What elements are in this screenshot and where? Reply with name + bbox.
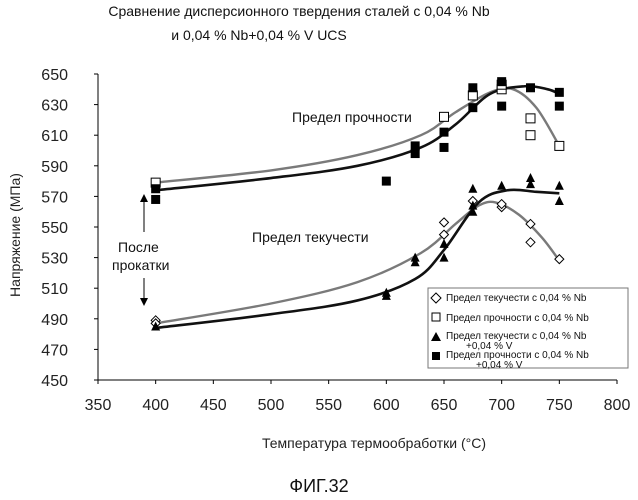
point-yield-nbv <box>440 239 449 248</box>
point-yield-nbv <box>468 184 477 193</box>
x-tick-label: 400 <box>142 397 169 414</box>
x-tick-label: 350 <box>85 397 112 414</box>
legend-label-tensile-nb: Предел прочности с 0,04 % Nb <box>446 313 589 324</box>
figure-caption: ФИГ.32 <box>0 476 638 497</box>
legend-marker-square-open <box>432 313 440 321</box>
point-tensile-nbv <box>497 102 506 111</box>
y-axis-label: Напряжение (МПа) <box>7 173 23 297</box>
y-tick-label: 590 <box>41 159 68 176</box>
y-tick-label: 510 <box>41 281 68 298</box>
x-tick-label: 650 <box>431 397 458 414</box>
point-tensile-nbv <box>440 143 449 152</box>
legend-label-yield-nb: Предел текучести с 0,04 % Nb <box>446 293 587 304</box>
point-tensile-nb <box>526 131 535 140</box>
point-tensile-nbv <box>555 102 564 111</box>
y-tick-label: 610 <box>41 128 68 145</box>
y-tick-label: 490 <box>41 312 68 329</box>
x-tick-label: 450 <box>200 397 227 414</box>
y-tick-label: 550 <box>41 220 68 237</box>
annotation-after-rolling-1: После <box>118 239 159 255</box>
point-tensile-nb <box>555 141 564 150</box>
x-axis-label: Температура термообработки (°C) <box>262 435 486 451</box>
y-tick-label: 450 <box>41 373 68 390</box>
x-tick-label: 750 <box>546 397 573 414</box>
point-tensile-nbv <box>526 83 535 92</box>
legend-marker-square-filled <box>432 352 440 360</box>
x-tick-label: 800 <box>604 397 631 414</box>
point-tensile-nbv <box>468 83 477 92</box>
legend: Предел текучести с 0,04 % Nb Предел проч… <box>428 288 628 371</box>
point-tensile-nbv <box>382 177 391 186</box>
x-tick-label: 550 <box>315 397 342 414</box>
y-tick-label: 630 <box>41 98 68 115</box>
point-tensile-nbv <box>440 128 449 137</box>
point-yield-nbv <box>555 181 564 190</box>
annotation-tensile: Предел прочности <box>292 109 412 125</box>
point-yield-nbv <box>555 196 564 205</box>
point-tensile-nb <box>440 112 449 121</box>
point-tensile-nbv <box>468 103 477 112</box>
y-tick-label: 570 <box>41 189 68 206</box>
point-tensile-nbv <box>411 149 420 158</box>
point-yield-nb <box>526 238 535 247</box>
y-tick-label: 650 <box>41 67 68 84</box>
point-tensile-nbv <box>151 184 160 193</box>
chart-canvas: 450 470 490 510 530 550 570 590 610 630 650 350 400 4… <box>0 0 638 470</box>
point-yield-nb <box>440 218 449 227</box>
legend-label-tensile-nbv-2: +0,04 % V <box>476 360 523 371</box>
point-tensile-nbv <box>555 88 564 97</box>
point-tensile-nbv <box>151 195 160 204</box>
annotation-yield: Предел текучести <box>252 229 369 245</box>
point-tensile-nb <box>526 114 535 123</box>
y-tick-label: 530 <box>41 251 68 268</box>
annotation-after-rolling-2: прокатки <box>112 257 169 273</box>
x-tick-label: 700 <box>488 397 515 414</box>
x-tick-label: 500 <box>258 397 285 414</box>
x-tick-label: 600 <box>373 397 400 414</box>
point-tensile-nbv <box>497 77 506 86</box>
y-tick-label: 470 <box>41 342 68 359</box>
point-yield-nbv <box>497 181 506 190</box>
